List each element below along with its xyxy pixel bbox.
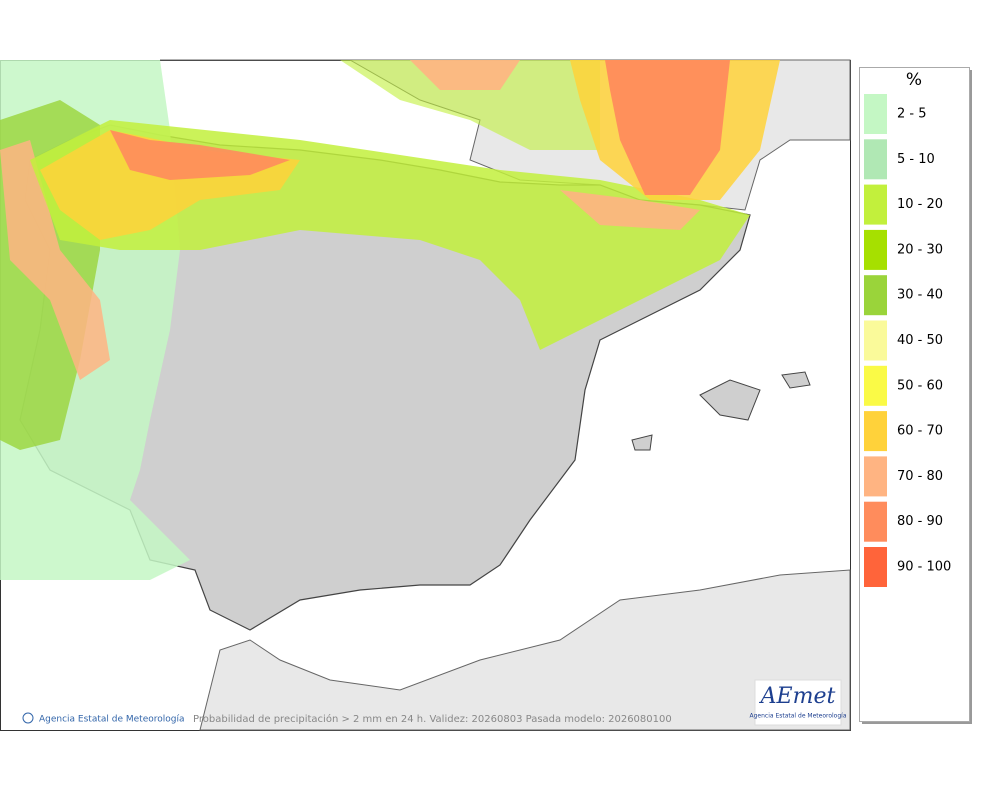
logo-subtitle: Agencia Estatal de Meteorología: [750, 713, 847, 720]
island: [631, 434, 653, 451]
logo-box: [754, 679, 842, 726]
caption: Probabilidad de precipitación > 2 mm en …: [193, 713, 672, 725]
legend-swatch: [864, 547, 887, 587]
legend-swatch: [864, 411, 887, 452]
legend-label: 90 - 100: [897, 560, 951, 575]
precip-zone: [560, 190, 700, 230]
legend-swatch: [864, 275, 887, 316]
legend-swatch: [864, 94, 887, 134]
precip-zone: [110, 130, 290, 180]
legend-title: %: [906, 70, 922, 90]
legend-label: 20 - 30: [897, 242, 943, 257]
africa-land: [199, 569, 851, 731]
credit: Agencia Estatal de Meteorología: [39, 715, 185, 725]
legend-label: 2 - 5: [897, 107, 927, 122]
precip-zone: [340, 60, 600, 150]
legend-label: 50 - 60: [897, 378, 943, 393]
legend-label: 5 - 10: [897, 152, 935, 167]
legend-label: 30 - 40: [897, 288, 943, 303]
island: [781, 371, 811, 389]
legend-label: 10 - 20: [897, 197, 943, 212]
legend-label: 60 - 70: [897, 424, 943, 439]
legend-swatch: [864, 365, 887, 406]
legend-label: 70 - 80: [897, 469, 943, 484]
island: [699, 379, 761, 421]
legend-swatch: [864, 229, 887, 270]
legend-swatch: [864, 320, 887, 361]
precip-zone: [0, 140, 110, 380]
legend-label: 40 - 50: [897, 333, 943, 348]
legend-swatch: [864, 184, 887, 225]
legend-swatch: [864, 139, 887, 180]
precip-zone: [605, 60, 730, 195]
legend-swatch: [864, 501, 887, 542]
legend-label: 80 - 90: [897, 514, 943, 529]
logo: AEmet: [759, 684, 836, 709]
precip-zone: [410, 60, 520, 90]
legend-swatch: [864, 456, 887, 497]
copyright-icon: [22, 712, 34, 724]
